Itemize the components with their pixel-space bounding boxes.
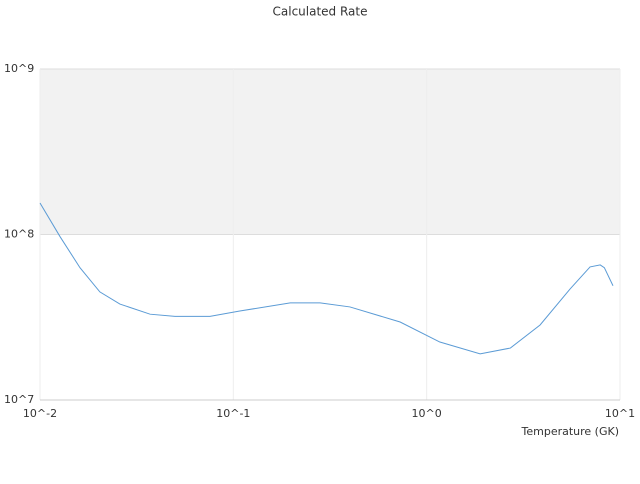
y-tick-label: 10^9: [4, 62, 34, 75]
x-tick-label: 10^1: [605, 407, 635, 420]
x-tick-label: 10^-1: [216, 407, 250, 420]
x-axis-label: Temperature (GK): [521, 425, 620, 438]
plot-band: [40, 69, 620, 235]
chart-title: Calculated Rate: [273, 5, 368, 19]
x-tick-label: 10^0: [412, 407, 442, 420]
line-series: [39, 202, 614, 355]
y-tick-label: 10^7: [4, 393, 34, 406]
x-tick-label: 10^-2: [23, 407, 57, 420]
y-tick-label: 10^8: [4, 228, 34, 241]
